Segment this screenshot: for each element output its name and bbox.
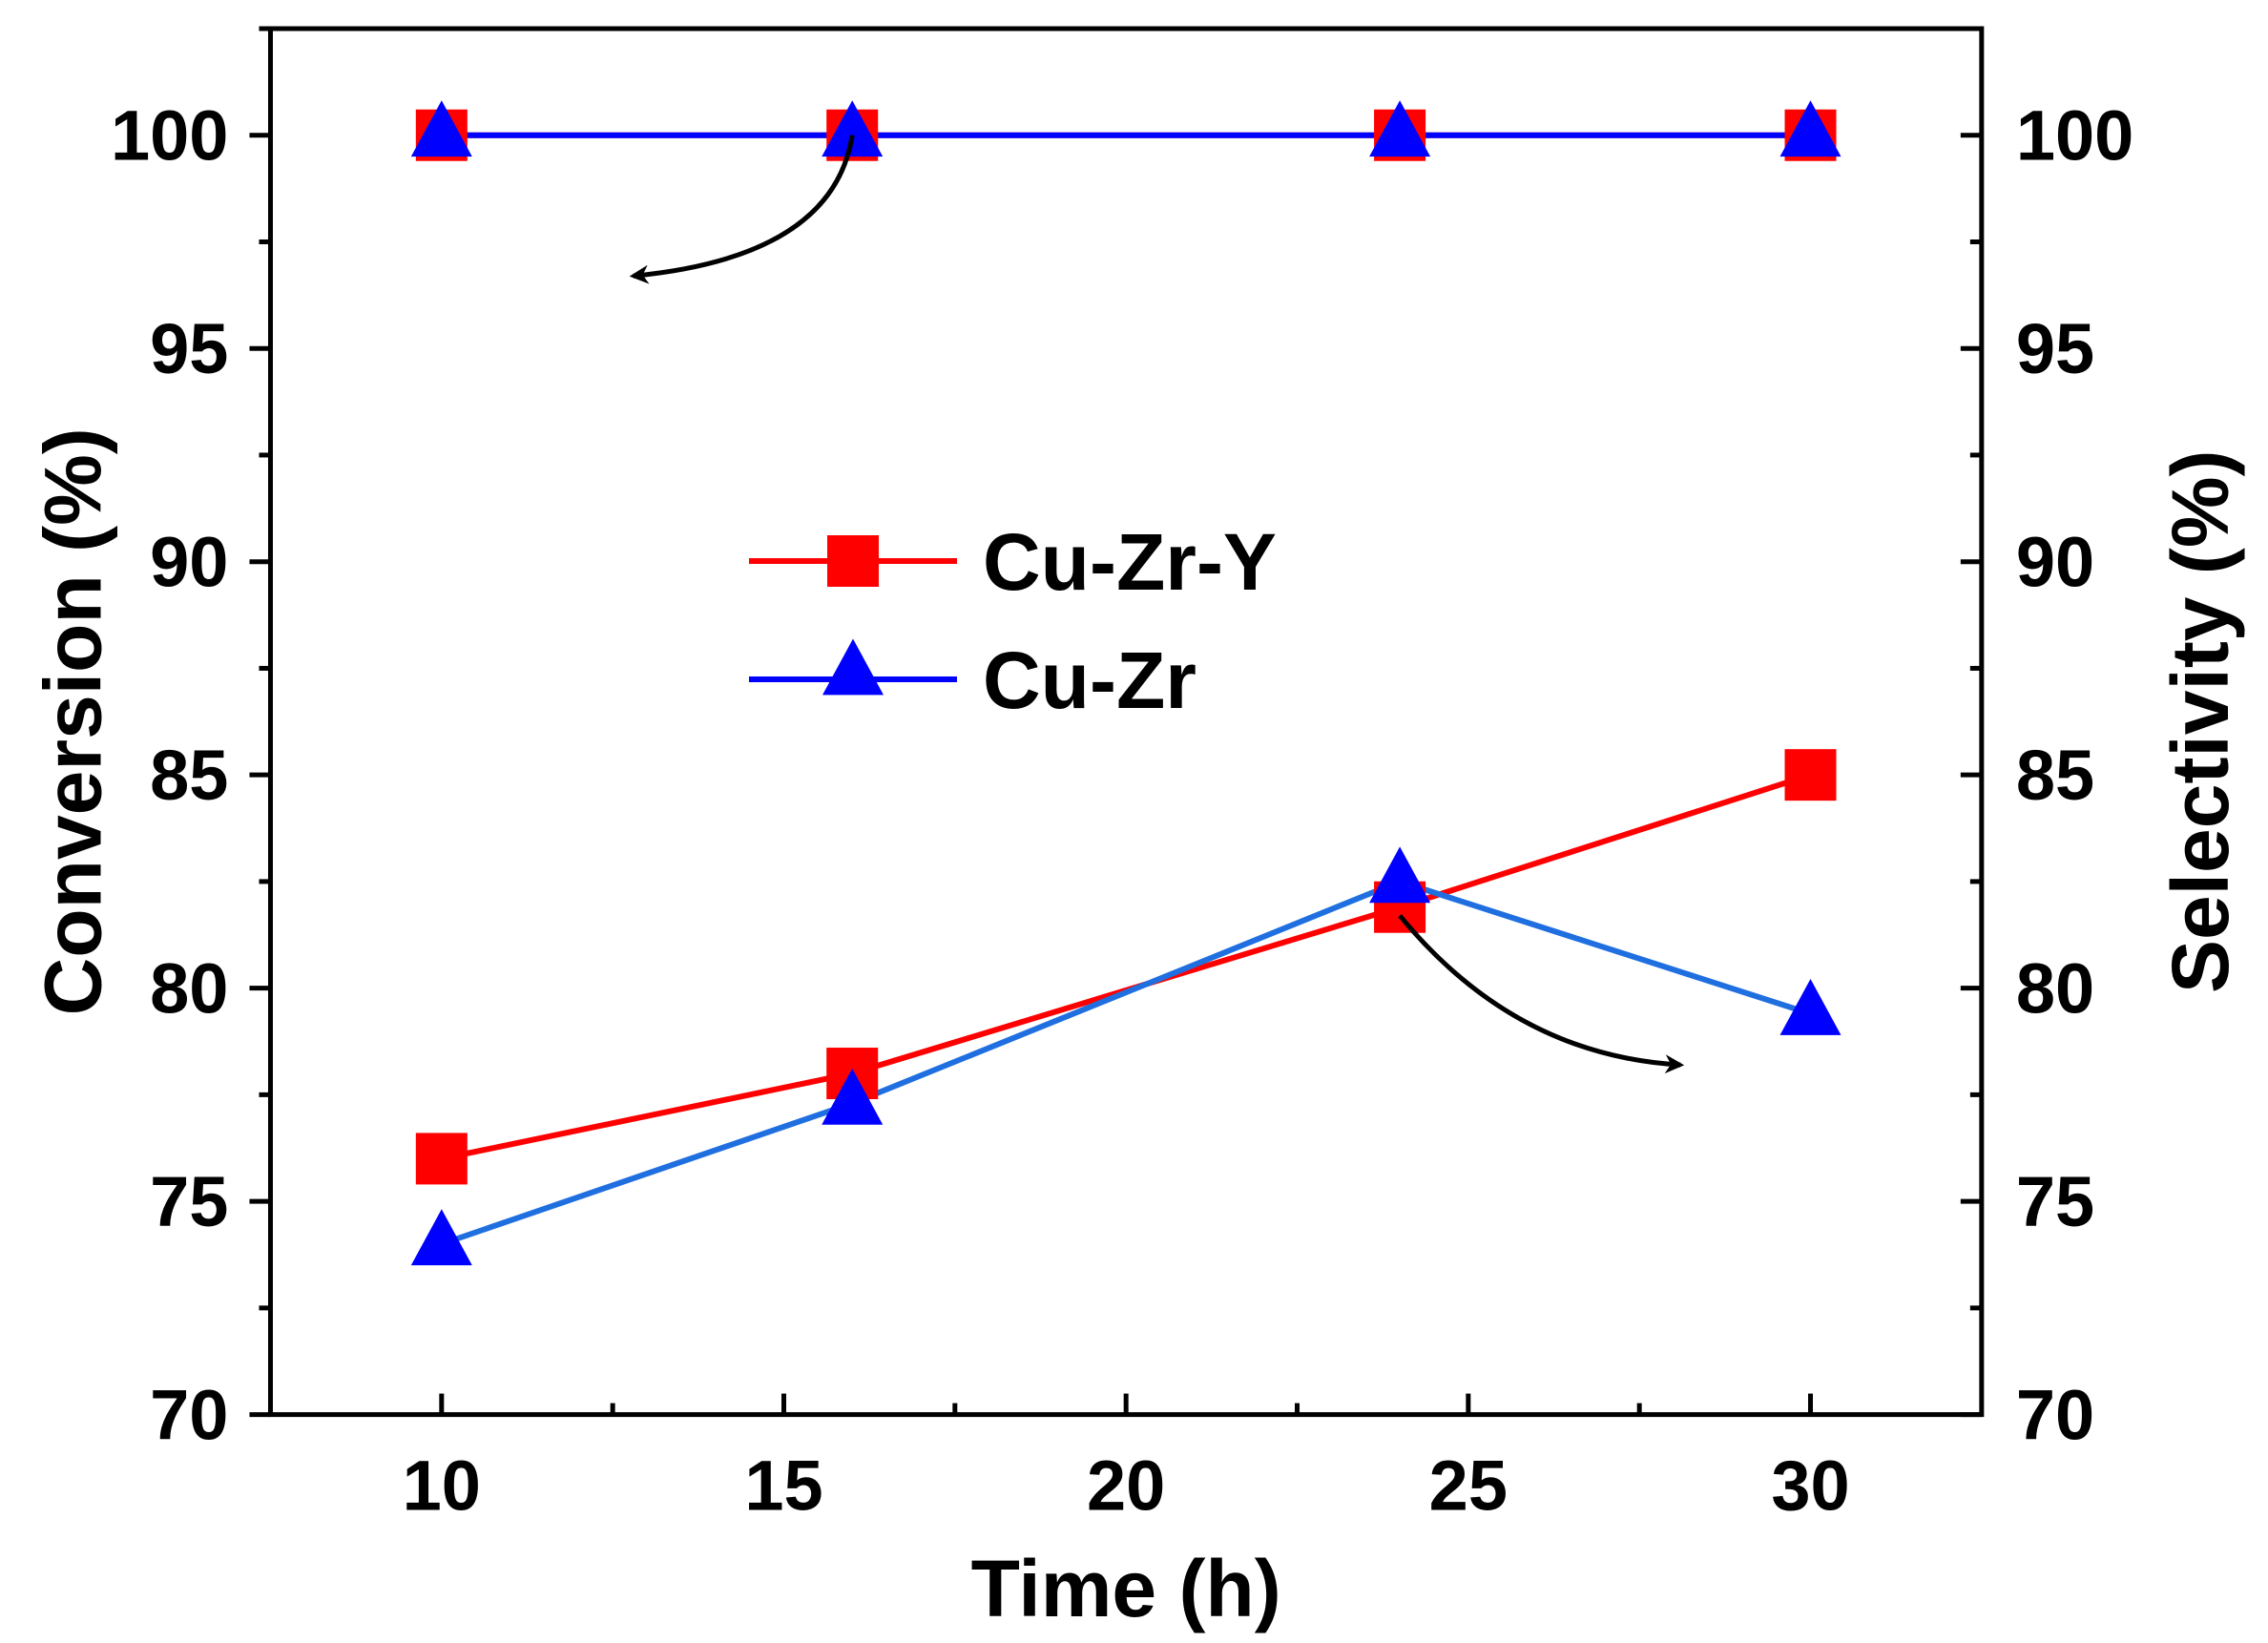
x-tick-label-10: 10 — [403, 1446, 481, 1526]
legend-marker-cu-zr-y — [827, 535, 879, 587]
series-0-cu-zr-y-conversion-point-30 — [1784, 749, 1837, 801]
y-axis-title: Conversion (%) — [28, 427, 117, 1015]
plot-frame — [267, 26, 1985, 1418]
legend-label-cu-zr: Cu-Zr — [983, 635, 1196, 725]
y2-tick-label-95: 95 — [2016, 309, 2094, 388]
x-tick-label-30: 30 — [1771, 1446, 1849, 1526]
y2-tick-label-90: 90 — [2016, 523, 2094, 602]
series-3-cu-zr-selectivity-point-24 — [1369, 100, 1431, 157]
y2-tick-label-85: 85 — [2016, 736, 2094, 815]
y2-tick-label-80: 80 — [2016, 949, 2094, 1029]
legend: Cu-Zr-Y Cu-Zr — [749, 517, 1277, 725]
series-layer — [410, 100, 1841, 1266]
annotation-arrow-0 — [629, 135, 855, 284]
annotation-arrow-1 — [1398, 914, 1685, 1074]
series-1-cu-zr-conversion-point-24 — [1369, 846, 1431, 904]
arrow-layer — [629, 135, 1685, 1074]
x-tick-label-15: 15 — [744, 1446, 822, 1526]
y2-tick-label-75: 75 — [2016, 1162, 2094, 1241]
y2-tick-label-70: 70 — [2016, 1376, 2094, 1455]
series-1-cu-zr-conversion-point-30 — [1779, 978, 1841, 1035]
y-tick-label-70: 70 — [150, 1376, 228, 1455]
x-tick-label-25: 25 — [1429, 1446, 1508, 1526]
ticks-layer: 10 15 20 25 30 70 75 80 85 90 95 100 70 75 80 85 90 95 100 — [111, 26, 2133, 1526]
series-1-cu-zr-conversion-point-10 — [410, 1209, 472, 1266]
x-axis-title: Time (h) — [971, 1544, 1281, 1633]
y-tick-label-95: 95 — [150, 309, 228, 388]
x-tick-label-20: 20 — [1087, 1446, 1165, 1526]
y2-tick-label-100: 100 — [2016, 96, 2133, 176]
y-tick-label-80: 80 — [150, 949, 228, 1029]
series-3-cu-zr-selectivity-point-10 — [410, 100, 472, 157]
series-0-cu-zr-y-conversion-point-10 — [415, 1133, 468, 1185]
series-1-cu-zr-conversion-line — [440, 878, 1812, 1247]
y-tick-label-75: 75 — [150, 1162, 228, 1241]
y-tick-label-100: 100 — [111, 96, 228, 176]
legend-marker-cu-zr — [822, 638, 884, 696]
legend-label-cu-zr-y: Cu-Zr-Y — [983, 517, 1277, 607]
series-3-cu-zr-selectivity-point-16 — [822, 100, 884, 157]
series-3-cu-zr-selectivity-point-30 — [1779, 100, 1841, 157]
y-tick-label-90: 90 — [150, 523, 228, 602]
y2-axis-title: Selectivity (%) — [2155, 450, 2245, 994]
y-tick-label-85: 85 — [150, 736, 228, 815]
series-1-cu-zr-conversion-point-16 — [822, 1068, 884, 1125]
